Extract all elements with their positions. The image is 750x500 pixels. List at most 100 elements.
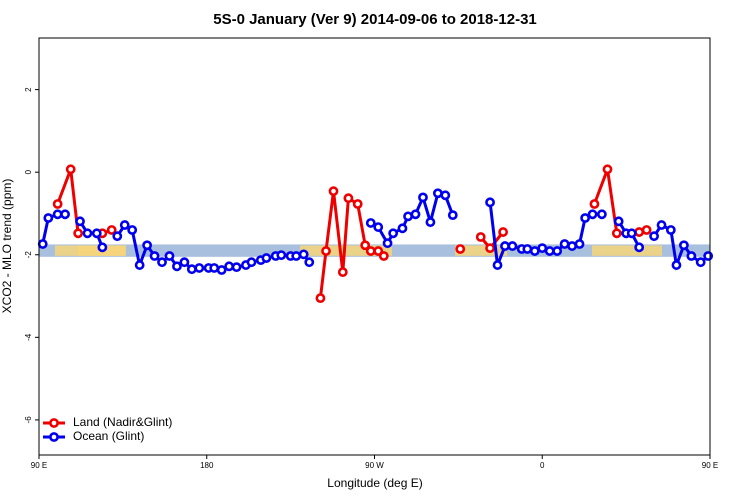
plot-layer xyxy=(37,164,714,304)
x-tick-label: 90 E xyxy=(31,461,47,470)
data-point xyxy=(580,213,591,223)
data-point xyxy=(65,164,76,175)
data-point xyxy=(172,261,182,272)
data-point xyxy=(686,251,697,261)
legend-label: Land (Nadir&Glint) xyxy=(73,415,172,429)
data-point xyxy=(157,257,167,268)
data-point xyxy=(360,240,371,251)
data-point xyxy=(186,264,197,275)
data-point xyxy=(485,197,495,208)
data-point xyxy=(343,193,354,204)
data-point xyxy=(209,263,220,273)
data-point xyxy=(703,251,714,261)
land-patch xyxy=(592,245,662,256)
data-point xyxy=(91,228,102,239)
data-point xyxy=(328,186,339,197)
land-patch xyxy=(300,245,392,256)
x-tick-label: 90 E xyxy=(702,461,718,470)
data-point xyxy=(304,257,315,268)
data-point xyxy=(665,225,676,235)
data-point xyxy=(373,222,384,232)
data-point xyxy=(378,251,389,261)
data-point xyxy=(112,231,123,242)
data-point xyxy=(337,267,348,277)
data-point xyxy=(388,228,399,239)
data-point xyxy=(587,209,598,220)
data-point xyxy=(492,260,503,270)
legend-marker xyxy=(49,432,59,442)
data-point xyxy=(507,241,518,251)
data-point xyxy=(679,240,689,251)
data-point xyxy=(574,239,585,249)
y-tick-label: 2 xyxy=(24,87,33,92)
x-tick-label: 180 xyxy=(200,461,214,470)
data-point xyxy=(544,246,555,256)
data-point xyxy=(537,243,548,254)
x-tick-label: 90 W xyxy=(365,461,384,470)
data-point xyxy=(440,190,451,201)
data-point xyxy=(106,225,117,235)
x-axis-label: Longitude (deg E) xyxy=(327,476,422,490)
data-point xyxy=(447,210,458,221)
data-point xyxy=(75,216,85,227)
data-point xyxy=(432,188,443,199)
data-point xyxy=(425,217,436,228)
data-point xyxy=(216,265,227,275)
data-point xyxy=(403,211,413,222)
data-point xyxy=(626,228,637,239)
data-point xyxy=(52,209,63,220)
data-point xyxy=(43,213,54,223)
data-point xyxy=(315,293,326,304)
y-tick-label: -2 xyxy=(24,251,33,259)
data-point xyxy=(656,220,667,230)
y-tick-label: 0 xyxy=(24,169,33,174)
data-point xyxy=(641,225,652,235)
data-point xyxy=(231,262,242,273)
data-point xyxy=(589,199,600,209)
land-patch xyxy=(455,245,507,256)
data-point xyxy=(119,220,130,230)
data-point xyxy=(365,218,376,228)
data-point xyxy=(276,250,287,261)
x-tick-label: 0 xyxy=(540,461,545,470)
y-tick-label: -6 xyxy=(24,416,33,424)
data-point xyxy=(60,209,70,220)
data-point xyxy=(246,257,257,268)
data-point xyxy=(596,209,607,220)
legend-label: Ocean (Glint) xyxy=(73,429,144,443)
data-point xyxy=(475,232,486,242)
data-point xyxy=(613,216,624,227)
data-point xyxy=(500,241,510,251)
data-point xyxy=(134,260,145,270)
y-tick-label: -4 xyxy=(24,333,33,341)
data-point xyxy=(498,227,509,237)
data-point xyxy=(352,199,363,209)
data-point xyxy=(649,231,659,242)
data-point xyxy=(97,242,108,253)
data-point xyxy=(224,261,235,272)
data-point xyxy=(522,244,533,254)
data-point xyxy=(602,164,613,175)
legend: Land (Nadir&Glint)Ocean (Glint) xyxy=(43,415,172,443)
legend-marker xyxy=(49,418,59,428)
data-point xyxy=(73,228,84,239)
data-point xyxy=(321,246,331,256)
data-point xyxy=(611,228,622,239)
data-point xyxy=(149,251,160,261)
data-point xyxy=(397,223,408,234)
data-point xyxy=(671,260,682,270)
data-point xyxy=(529,246,540,256)
data-point xyxy=(382,238,393,249)
data-point xyxy=(164,251,175,261)
data-point xyxy=(410,209,421,220)
data-point xyxy=(634,242,645,253)
data-point xyxy=(261,253,272,263)
data-point xyxy=(127,225,138,235)
data-point xyxy=(291,251,302,261)
data-point xyxy=(82,228,93,239)
y-axis-label: XCO2 - MLO trend (ppm) xyxy=(0,179,14,314)
data-point xyxy=(559,239,570,249)
data-point xyxy=(567,241,577,251)
data-point xyxy=(142,240,153,251)
